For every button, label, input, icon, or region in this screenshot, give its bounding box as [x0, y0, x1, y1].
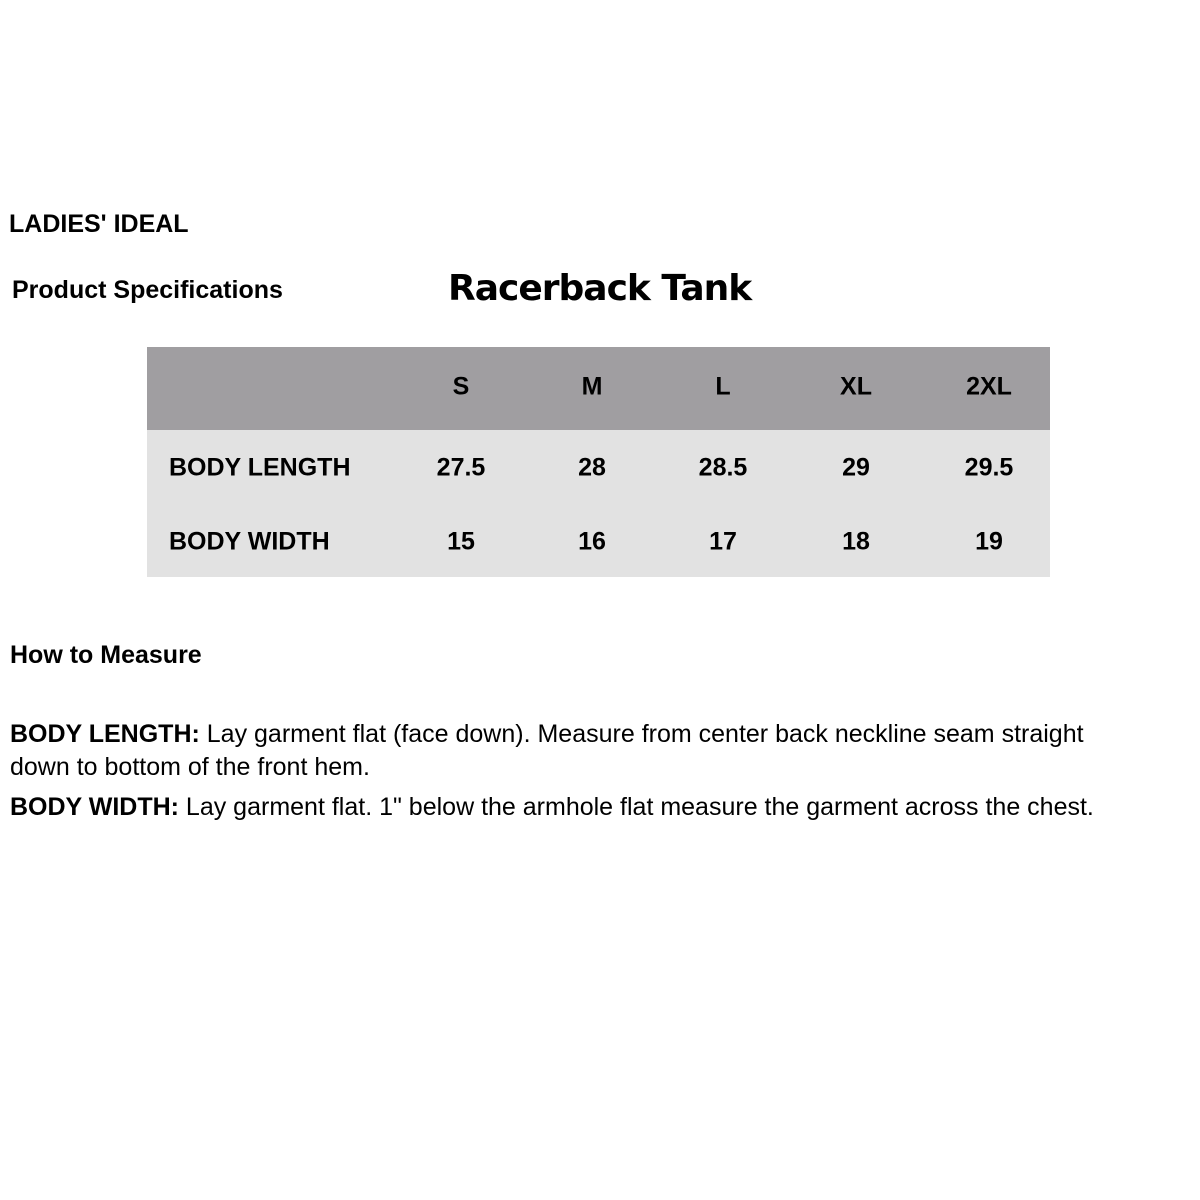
table-cell: 18	[842, 527, 870, 556]
table-cell: 19	[975, 527, 1003, 556]
table-cell: 16	[578, 527, 606, 556]
body-length-instruction-cont: down to bottom of the front hem.	[10, 753, 370, 781]
column-header-l: L	[715, 372, 731, 401]
brand-label: LADIES' IDEAL	[9, 210, 189, 238]
table-cell: 28	[578, 453, 606, 482]
how-to-heading: How to Measure	[10, 641, 202, 669]
section-label: Product Specifications	[12, 276, 283, 304]
column-header-s: S	[452, 372, 470, 401]
column-header-2xl: 2XL	[966, 372, 1012, 401]
body-width-instruction: BODY WIDTH: Lay garment flat. 1" below t…	[10, 793, 1094, 822]
table-header: S M L XL 2XL	[147, 347, 1050, 430]
table-body: BODY LENGTH 27.5 28 28.5 29 29.5 BODY WI…	[147, 430, 1050, 577]
table-cell: 29.5	[964, 453, 1014, 482]
column-header-xl: XL	[840, 372, 872, 401]
table-cell: 29	[842, 453, 870, 482]
row-label: BODY WIDTH	[169, 527, 330, 556]
instruction-text: Lay garment flat (face down). Measure fr…	[199, 720, 1084, 748]
table-cell: 28.5	[698, 453, 748, 482]
column-header-m: M	[581, 372, 603, 401]
instruction-label: BODY LENGTH:	[10, 720, 200, 748]
instruction-text: Lay garment flat. 1" below the armhole f…	[178, 793, 1094, 821]
product-title: Racerback Tank	[448, 268, 752, 309]
body-length-instruction: BODY LENGTH: Lay garment flat (face down…	[10, 720, 1084, 749]
row-label: BODY LENGTH	[169, 453, 351, 482]
table-cell: 27.5	[436, 453, 486, 482]
table-cell: 17	[709, 527, 737, 556]
table-cell: 15	[447, 527, 475, 556]
size-chart-table: S M L XL 2XL BODY LENGTH 27.5 28 28.5 29…	[147, 347, 1050, 577]
instruction-label: BODY WIDTH:	[10, 793, 179, 821]
